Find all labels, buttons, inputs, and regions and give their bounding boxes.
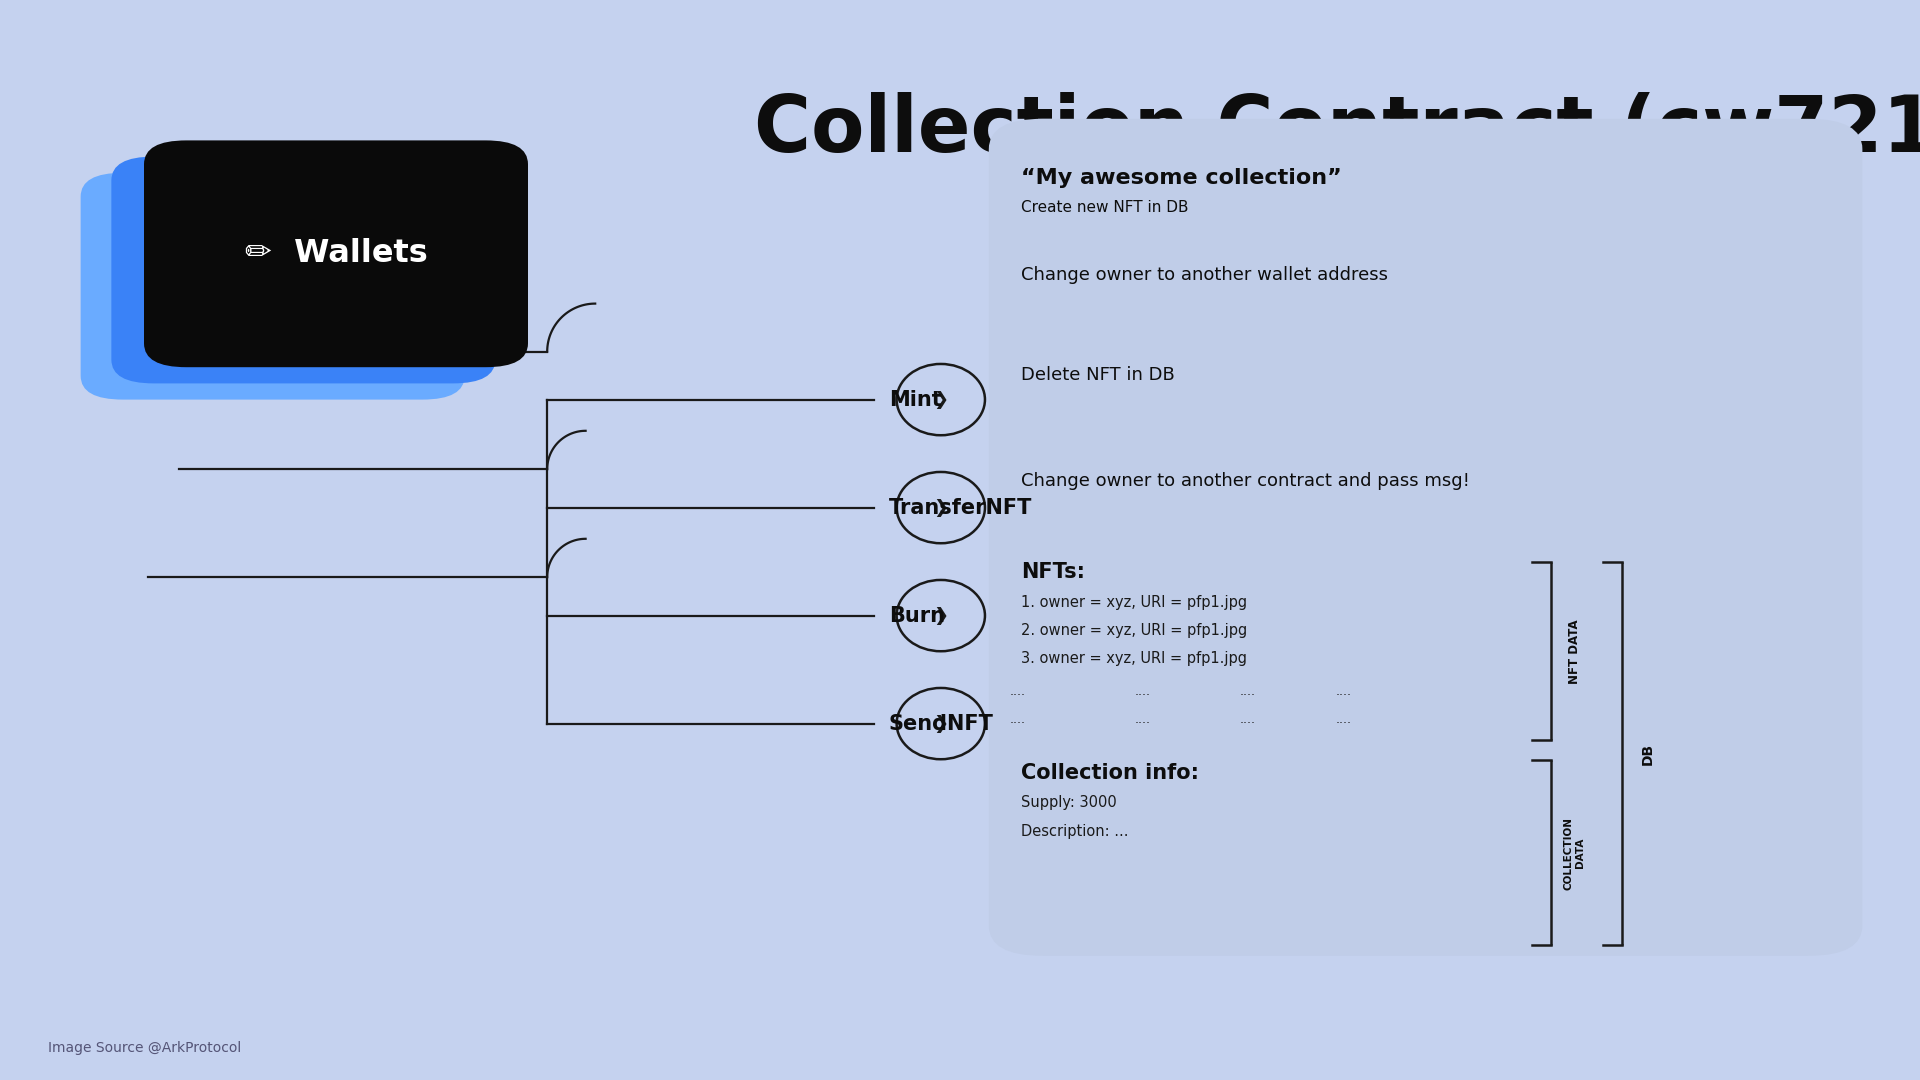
Text: ....: ....: [1010, 713, 1025, 726]
Text: Delete NFT in DB: Delete NFT in DB: [1021, 366, 1175, 383]
Text: ❯: ❯: [933, 607, 948, 624]
Text: Collection Contract (cw721): Collection Contract (cw721): [755, 92, 1920, 167]
Text: ❯: ❯: [933, 499, 948, 516]
Text: Image Source @ArkProtocol: Image Source @ArkProtocol: [48, 1041, 242, 1054]
Text: ....: ....: [1240, 685, 1256, 698]
Text: NFTs:: NFTs:: [1021, 563, 1085, 582]
Text: ....: ....: [1135, 713, 1150, 726]
Text: COLLECTION
DATA: COLLECTION DATA: [1563, 816, 1586, 890]
Text: Description: ...: Description: ...: [1021, 824, 1129, 839]
Text: Burn: Burn: [889, 606, 945, 625]
Text: SendNFT: SendNFT: [889, 714, 995, 733]
Text: TransferNFT: TransferNFT: [889, 498, 1033, 517]
Text: ❯: ❯: [933, 391, 948, 408]
Text: ....: ....: [1010, 685, 1025, 698]
Text: 3. owner = xyz, URI = pfp1.jpg: 3. owner = xyz, URI = pfp1.jpg: [1021, 651, 1248, 666]
FancyBboxPatch shape: [144, 140, 528, 367]
FancyBboxPatch shape: [111, 157, 495, 383]
Text: ✏  Wallets: ✏ Wallets: [244, 239, 428, 269]
Text: Change owner to another contract and pass msg!: Change owner to another contract and pas…: [1021, 472, 1471, 489]
Text: NFT DATA: NFT DATA: [1569, 619, 1580, 684]
Text: “My awesome collection”: “My awesome collection”: [1021, 168, 1342, 188]
Text: ❯: ❯: [933, 715, 948, 732]
Text: Collection info:: Collection info:: [1021, 764, 1200, 783]
Text: Supply: 3000: Supply: 3000: [1021, 795, 1117, 810]
FancyBboxPatch shape: [989, 119, 1862, 956]
Text: 2. owner = xyz, URI = pfp1.jpg: 2. owner = xyz, URI = pfp1.jpg: [1021, 623, 1248, 638]
Text: Change owner to another wallet address: Change owner to another wallet address: [1021, 267, 1388, 284]
Text: Mint: Mint: [889, 390, 941, 409]
FancyBboxPatch shape: [81, 173, 465, 400]
Text: ....: ....: [1135, 685, 1150, 698]
Text: ....: ....: [1336, 713, 1352, 726]
Text: ....: ....: [1240, 713, 1256, 726]
Text: 1. owner = xyz, URI = pfp1.jpg: 1. owner = xyz, URI = pfp1.jpg: [1021, 595, 1248, 610]
Text: ....: ....: [1336, 685, 1352, 698]
Text: Create new NFT in DB: Create new NFT in DB: [1021, 200, 1188, 215]
Text: DB: DB: [1640, 743, 1655, 765]
